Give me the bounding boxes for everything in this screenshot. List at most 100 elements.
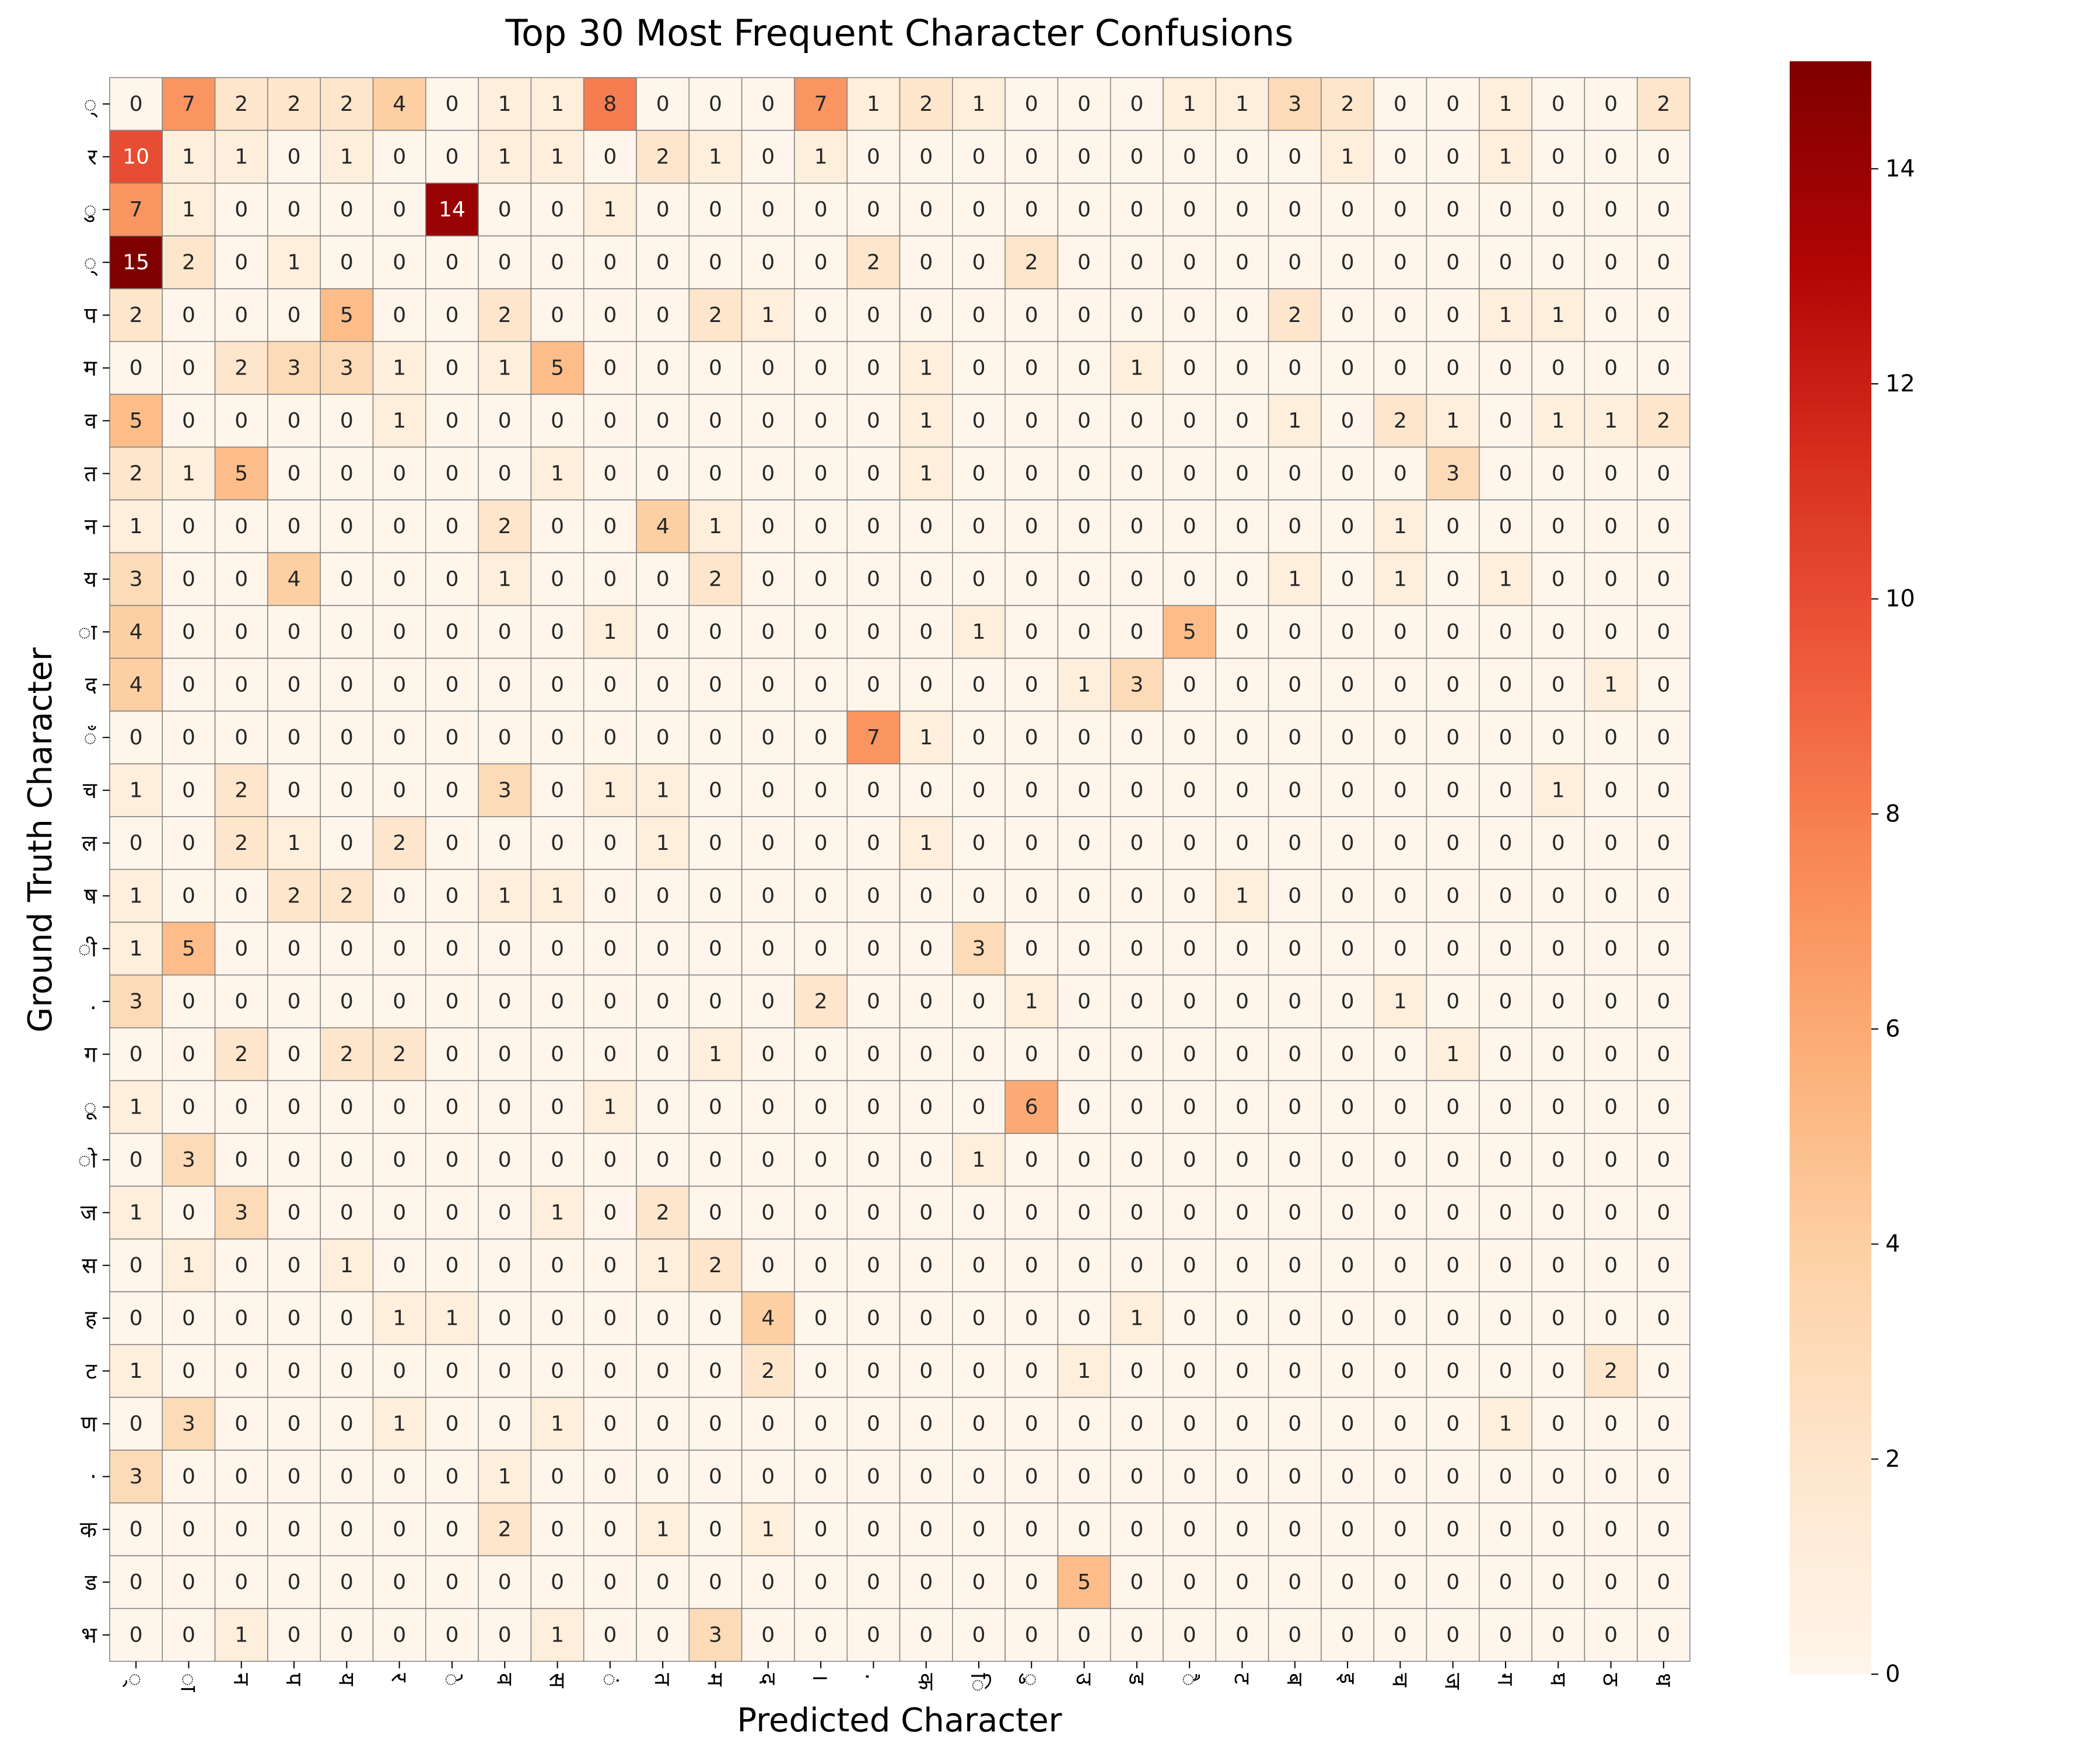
heatmap-cell-label-24-6: 0	[445, 1359, 459, 1383]
heatmap-cell-label-25-11: 0	[709, 1412, 722, 1436]
heatmap-cell-label-11-25: 0	[1446, 673, 1460, 696]
heatmap-cell-6-10	[636, 394, 690, 448]
heatmap-cell-29-8	[530, 1608, 584, 1662]
heatmap-cell-label-10-27: 0	[1552, 620, 1565, 644]
heatmap-cell-5-15	[899, 341, 953, 395]
col-tick-label-26: ग	[1493, 1673, 1518, 1686]
heatmap-cell-label-22-29: 0	[1657, 1254, 1670, 1278]
heatmap-cell-label-27-11: 0	[709, 1517, 722, 1541]
heatmap-cell-label-22-19: 0	[1130, 1254, 1143, 1278]
heatmap-cell-10-4	[320, 605, 374, 659]
heatmap-cell-5-12	[741, 341, 795, 395]
heatmap-cell-label-28-7: 0	[498, 1570, 512, 1594]
heatmap-cell-11-18	[1057, 657, 1111, 712]
heatmap-cell-label-3-22: 0	[1288, 250, 1301, 274]
heatmap-cell-5-1	[162, 341, 216, 395]
heatmap-cell-label-27-10: 1	[656, 1517, 670, 1541]
heatmap-cell-label-29-17: 0	[1025, 1623, 1038, 1647]
heatmap-cell-label-10-6: 0	[445, 620, 459, 644]
heatmap-cell-19-6	[425, 1080, 479, 1134]
heatmap-cell-1-24	[1373, 130, 1427, 184]
heatmap-cell-label-7-7: 0	[498, 461, 512, 485]
col-tick-label-0: ्	[122, 1673, 149, 1688]
heatmap-cell-21-9	[583, 1185, 637, 1240]
heatmap-cell-28-25	[1426, 1555, 1480, 1609]
heatmap-cell-label-18-2: 2	[235, 1042, 248, 1066]
col-tick-label-21: ट	[1229, 1673, 1255, 1685]
heatmap-cell-label-28-20: 0	[1183, 1570, 1196, 1594]
heatmap-cell-label-10-14: 0	[867, 620, 880, 644]
heatmap-cell-14-19	[1110, 816, 1164, 870]
heatmap-cell-label-18-22: 0	[1288, 1042, 1301, 1066]
heatmap-cell-label-17-26: 0	[1499, 989, 1512, 1013]
heatmap-cell-label-2-13: 0	[814, 198, 828, 222]
heatmap-cell-label-2-18: 0	[1077, 198, 1091, 222]
heatmap-cell-label-23-16: 0	[972, 1306, 985, 1330]
heatmap-cell-17-29	[1636, 974, 1690, 1028]
heatmap-cell-label-4-26: 1	[1499, 303, 1512, 327]
heatmap-cell-14-12	[741, 816, 795, 870]
heatmap-cell-20-16	[952, 1133, 1006, 1187]
heatmap-cell-label-16-17: 0	[1025, 937, 1038, 961]
heatmap-cell-24-6	[425, 1344, 479, 1398]
heatmap-cell-label-12-19: 0	[1130, 726, 1143, 750]
heatmap-cell-28-18	[1057, 1555, 1111, 1609]
heatmap-cell-label-4-8: 0	[551, 303, 564, 327]
heatmap-cell-label-5-20: 0	[1183, 356, 1196, 380]
heatmap-cell-10-5	[372, 605, 426, 659]
heatmap-cell-label-10-17: 0	[1025, 620, 1038, 644]
heatmap-cell-label-24-8: 0	[551, 1359, 564, 1383]
heatmap-cell-2-20	[1163, 183, 1217, 237]
heatmap-cell-12-21	[1215, 710, 1269, 765]
heatmap-cell-label-18-7: 0	[498, 1042, 512, 1066]
heatmap-cell-label-19-9: 1	[603, 1095, 617, 1119]
heatmap-cell-label-1-15: 0	[919, 145, 933, 169]
heatmap-cell-29-17	[1005, 1608, 1059, 1662]
row-tick-label-1: र	[88, 144, 97, 170]
heatmap-cell-21-13	[794, 1185, 848, 1240]
heatmap-cell-label-17-9: 0	[603, 989, 617, 1013]
heatmap-cell-13-21	[1215, 763, 1269, 817]
heatmap-cell-26-24	[1373, 1450, 1427, 1504]
heatmap-cell-3-24	[1373, 235, 1427, 289]
row-tick-label-24: ट	[86, 1358, 97, 1384]
heatmap-cell-label-26-0: 3	[130, 1465, 143, 1489]
heatmap-cell-16-22	[1268, 922, 1322, 976]
heatmap-cell-label-20-25: 0	[1446, 1148, 1460, 1172]
heatmap-cell-label-15-0: 1	[130, 884, 143, 908]
heatmap-cell-20-5	[372, 1133, 426, 1187]
heatmap-cell-23-12	[741, 1291, 795, 1345]
heatmap-cell-20-26	[1479, 1133, 1532, 1187]
heatmap-cell-label-22-22: 0	[1288, 1254, 1301, 1278]
heatmap-cell-label-20-7: 0	[498, 1148, 512, 1172]
heatmap-cell-label-3-5: 0	[393, 250, 406, 274]
heatmap-cell-label-8-10: 4	[656, 514, 670, 538]
heatmap-cell-label-21-4: 0	[340, 1200, 354, 1224]
heatmap-cell-label-10-9: 1	[603, 620, 617, 644]
heatmap-cell-3-25	[1426, 235, 1480, 289]
heatmap-cell-label-15-1: 0	[182, 884, 195, 908]
heatmap-cell-label-19-8: 0	[551, 1095, 564, 1119]
heatmap-cell-label-21-23: 0	[1341, 1200, 1354, 1224]
heatmap-cell-14-0	[109, 816, 163, 870]
heatmap-cell-13-25	[1426, 763, 1480, 817]
heatmap-cell-8-8	[530, 499, 584, 554]
heatmap-cell-16-16	[952, 922, 1006, 976]
heatmap-cell-label-9-12: 0	[761, 567, 775, 591]
heatmap-cell-label-0-18: 0	[1077, 92, 1091, 116]
heatmap-cell-16-15	[899, 922, 953, 976]
heatmap-cell-18-20	[1163, 1027, 1217, 1082]
heatmap-cell-label-13-21: 0	[1236, 778, 1249, 802]
heatmap-cell-14-13	[794, 816, 848, 870]
heatmap-cell-27-16	[952, 1502, 1006, 1556]
heatmap-cell-label-20-19: 0	[1130, 1148, 1143, 1172]
heatmap-cell-label-2-5: 0	[393, 198, 406, 222]
col-tick-label-19: ड	[1124, 1672, 1150, 1685]
heatmap-cell-17-1	[162, 974, 216, 1028]
heatmap-cell-label-25-14: 0	[867, 1412, 880, 1436]
heatmap-cell-label-23-2: 0	[235, 1306, 248, 1330]
heatmap-cell-label-22-8: 0	[551, 1254, 564, 1278]
heatmap-cell-label-1-17: 0	[1025, 145, 1038, 169]
heatmap-cell-13-16	[952, 763, 1006, 817]
